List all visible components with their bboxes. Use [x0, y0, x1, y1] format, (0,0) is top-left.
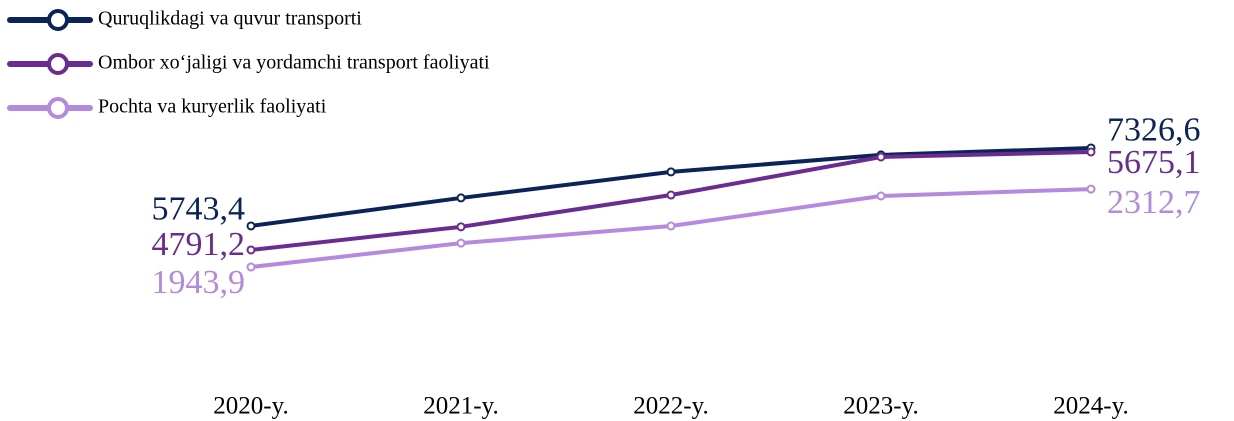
- data-point: [456, 222, 466, 232]
- data-point: [666, 167, 676, 177]
- data-point: [1086, 147, 1096, 157]
- legend-label: Ombor xo‘jaligi va yordamchi transport f…: [98, 52, 490, 74]
- legend-marker: [47, 9, 69, 31]
- data-label: 5743,4: [152, 191, 246, 228]
- legend-marker: [47, 97, 69, 119]
- data-label: 4791,2: [152, 226, 246, 263]
- data-label: 2312,7: [1107, 184, 1201, 221]
- data-point: [456, 238, 466, 248]
- data-point: [1086, 184, 1096, 194]
- data-point: [456, 193, 466, 203]
- series-line: [250, 149, 1092, 252]
- data-label: 5675,1: [1107, 144, 1201, 181]
- series-line: [250, 145, 1092, 228]
- x-tick-label: 2022-y.: [633, 393, 708, 420]
- data-label: 1943,9: [152, 264, 246, 301]
- data-label: 7326,6: [1107, 112, 1201, 149]
- legend-marker: [47, 53, 69, 75]
- data-point: [876, 152, 886, 162]
- x-tick-label: 2021-y.: [423, 393, 498, 420]
- legend-label: Quruqlikdagi va quvur transporti: [98, 8, 362, 30]
- x-tick-label: 2020-y.: [213, 393, 288, 420]
- data-point: [876, 191, 886, 201]
- data-point: [246, 245, 256, 255]
- data-point: [666, 190, 676, 200]
- data-point: [666, 221, 676, 231]
- data-point: [246, 221, 256, 231]
- x-tick-label: 2023-y.: [843, 393, 918, 420]
- data-point: [246, 262, 256, 272]
- legend-label: Pochta va kuryerlik faoliyati: [98, 96, 327, 118]
- x-tick-label: 2024-y.: [1053, 393, 1128, 420]
